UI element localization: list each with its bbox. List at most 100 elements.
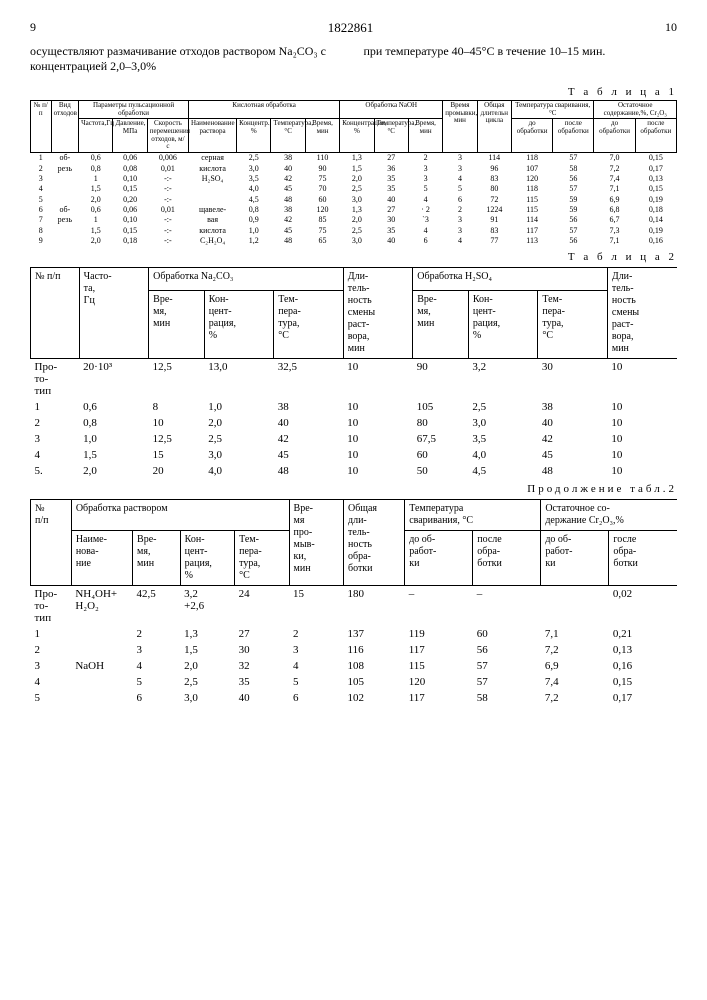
t1-cell: 0,17 <box>635 164 676 174</box>
t3-cell: 6 <box>133 690 181 706</box>
t1-cell: · 2 <box>408 205 442 215</box>
t1-cell: 1,5 <box>79 226 113 236</box>
t1-cell: 59 <box>553 195 594 205</box>
t1-cell: 4 <box>443 236 477 246</box>
t1-cell: 42 <box>271 174 305 184</box>
t2-cell: 38 <box>538 399 608 415</box>
t2-cell: 30 <box>538 358 608 399</box>
t3-cell: Про- то- тип <box>31 585 72 626</box>
t1-cell: 83 <box>477 226 511 236</box>
t1-cell: -:- <box>147 174 188 184</box>
t2-cell: Про- то- тип <box>31 358 80 399</box>
t2-cell: 10 <box>343 463 413 479</box>
t3-cell: 7,2 <box>541 642 609 658</box>
t1-cell: резь <box>51 215 78 225</box>
t1-cell: 6 <box>443 195 477 205</box>
t2-h-n: № п/п <box>31 267 80 358</box>
t1-cell: 2,0 <box>340 215 374 225</box>
patent-number: 1822861 <box>36 20 665 36</box>
t1-cell: 1,5 <box>79 184 113 194</box>
t1-cell: 2 <box>31 164 52 174</box>
t3-cell: 2 <box>31 642 72 658</box>
t2-h-d1: Дли- тель- ность смены раст- вора, мин <box>343 267 413 358</box>
t2-h-cna: Кон- цент- рация, % <box>204 291 274 359</box>
t1-cell: 115 <box>512 205 553 215</box>
t2-cell: 2 <box>31 415 80 431</box>
table2-caption: Т а б л и ц а 2 <box>30 251 677 263</box>
t1-cell: 5 <box>443 184 477 194</box>
t3-row: 3NaOH42,0324108115576,90,16 <box>31 658 678 674</box>
t2-h-h2so4: Обработка H₂SO₄ <box>413 267 608 290</box>
t1-row: 81,50,15-:-кислота1,045752,5354383117577… <box>31 226 677 236</box>
t3-cell: 6,9 <box>541 658 609 674</box>
t3-cell: 0,16 <box>609 658 677 674</box>
t1-cell: 2,5 <box>237 153 271 164</box>
t1-cell: 38 <box>271 153 305 164</box>
t3-h-c: Кон- цент- рация, % <box>180 530 234 585</box>
t2-h-f: Часто- та, Гц <box>79 267 149 358</box>
t3-h-svar: Температура сваривания, °C <box>405 499 541 530</box>
t1-cell: 118 <box>512 184 553 194</box>
t1-cell: 118 <box>512 153 553 164</box>
t2-cell: 40 <box>274 415 344 431</box>
t1-h-ost1: до обработки <box>594 119 635 153</box>
t2-cell: 10 <box>607 415 677 431</box>
t1-cell: 4 <box>408 226 442 236</box>
t3-cell: 27 <box>235 626 289 642</box>
t1-cell: 42 <box>271 215 305 225</box>
t2-cell: 10 <box>149 415 205 431</box>
t2-cell: 12,5 <box>149 358 205 399</box>
t1-cell: 3 <box>408 164 442 174</box>
t1-cell: 57 <box>553 184 594 194</box>
t1-cell: 0,01 <box>147 205 188 215</box>
t1-cell: 0,10 <box>113 174 147 184</box>
t2-cell: 2,5 <box>204 431 274 447</box>
t1-cell: 0,15 <box>113 226 147 236</box>
t1-cell: 1,3 <box>340 205 374 215</box>
t1-cell: 3 <box>408 174 442 184</box>
t3-cell: 7,4 <box>541 674 609 690</box>
t1-h-ost: Остаточное содержание,%, Cr₂O₃ <box>594 101 677 119</box>
t1-cell: 114 <box>512 215 553 225</box>
t1-cell: 1224 <box>477 205 511 215</box>
t2-cell: 90 <box>413 358 469 399</box>
t2-cell: 10 <box>607 431 677 447</box>
t2-row: Про- то- тип20·10³12,513,032,510903,2301… <box>31 358 678 399</box>
t1-cell: 0,14 <box>635 215 676 225</box>
t2-cell: 13,0 <box>204 358 274 399</box>
t3-cell: 3,0 <box>180 690 234 706</box>
t1-h-v: Скорость перемешения отходов, м/с <box>147 119 188 153</box>
t1-cell <box>51 226 78 236</box>
t2-cell: 3,5 <box>468 431 538 447</box>
table-3: № п/п Обработка раствором Вре- мя про- м… <box>30 499 677 706</box>
t1-cell: 7,2 <box>594 164 635 174</box>
t1-cell: С₂H₂O₄ <box>189 236 237 246</box>
t1-cell: 27 <box>374 153 408 164</box>
t3-h-ost2: госле обра- ботки <box>609 530 677 585</box>
t1-cell: 2,0 <box>79 195 113 205</box>
t1-cell: 110 <box>305 153 339 164</box>
t3-cell: 24 <box>235 585 289 626</box>
t2-cell: 20·10³ <box>79 358 149 399</box>
t3-cell: 7,1 <box>541 626 609 642</box>
t1-cell: 75 <box>305 174 339 184</box>
t3-h-sv2: после обра- ботки <box>473 530 541 585</box>
t1-cell: 7,1 <box>594 184 635 194</box>
t1-cell: 35 <box>374 174 408 184</box>
t1-cell: 80 <box>477 184 511 194</box>
t1-h-acid: Кислотная обработка <box>189 101 340 119</box>
t1-cell: 0,6 <box>79 153 113 164</box>
t2-cell: 10 <box>343 447 413 463</box>
t2-cell: 2,5 <box>468 399 538 415</box>
t3-cell: 1,3 <box>180 626 234 642</box>
t1-cell: 3 <box>443 164 477 174</box>
t3-cell: 120 <box>405 674 473 690</box>
t2-cell: 4 <box>31 447 80 463</box>
t3-row: 563,0406102117587,20,17 <box>31 690 678 706</box>
t1-cell: 0,8 <box>79 164 113 174</box>
t2-cell: 5. <box>31 463 80 479</box>
t3-cell: 4 <box>31 674 72 690</box>
t2-cell: 3,2 <box>468 358 538 399</box>
t2-cell: 32,5 <box>274 358 344 399</box>
t3-cell: 0,15 <box>609 674 677 690</box>
